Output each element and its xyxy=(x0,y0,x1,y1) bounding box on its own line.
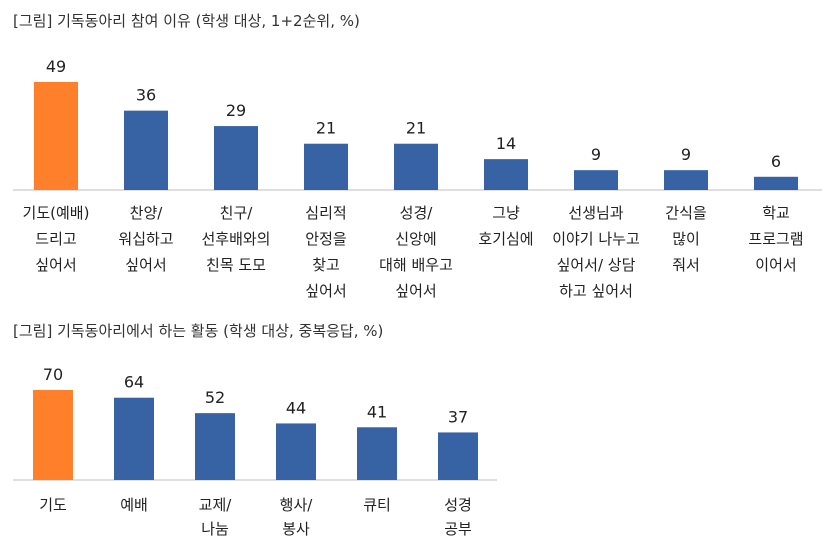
chart-1-bar xyxy=(754,176,798,190)
chart-1-category-label: 학교 프로그램 이어서 xyxy=(748,204,803,274)
chart-2-category-label: 성경 공부 xyxy=(444,496,472,538)
chart-1-bar xyxy=(574,170,618,190)
chart-2-category-label: 행사/봉사 xyxy=(280,496,314,538)
chart-1-value-label: 21 xyxy=(316,119,336,138)
chart-1-value-label: 29 xyxy=(226,101,246,120)
chart-1-category-label: 성경/신앙에 대해 배우고 싶어서 xyxy=(379,204,453,300)
chart-2-category-label: 큐티 xyxy=(363,496,391,514)
chart-2-value-label: 41 xyxy=(367,402,387,421)
chart-2-category-label: 교제/나눔 xyxy=(199,496,233,538)
chart-2-bar xyxy=(114,397,154,480)
chart-2-category-label: 기도 xyxy=(39,496,67,514)
chart-1-bar xyxy=(664,170,708,190)
chart-1-category-label: 선생님과 이야기 나누고 싶어서/ 상담 하고 싶어서 xyxy=(552,204,640,300)
chart-1-value-label: 21 xyxy=(406,119,426,138)
chart-2-bar xyxy=(195,413,235,480)
chart-1-category-label: 간식을 많이 줘서 xyxy=(665,204,706,274)
chart-2-value-label: 64 xyxy=(124,373,144,392)
chart-2-value-label: 52 xyxy=(205,388,225,407)
chart-1-value-label: 49 xyxy=(46,57,66,76)
chart-2-category-label: 예배 xyxy=(120,496,148,514)
chart-1-category-label: 심리적 안정을 찾고 싶어서 xyxy=(305,204,346,300)
chart-2-value-label: 37 xyxy=(448,407,468,426)
chart-2-bar xyxy=(438,432,478,480)
chart-1-value-label: 14 xyxy=(496,134,516,153)
chart-1-value-label: 36 xyxy=(136,86,156,105)
chart-1-bar xyxy=(394,143,438,190)
chart-1-bar xyxy=(304,143,348,190)
chart-1-bar xyxy=(34,82,78,190)
chart-2-bar xyxy=(276,423,316,480)
chart-1-title: [그림] 기독동아리 참여 이유 (학생 대상, 1+2순위, %) xyxy=(13,12,360,30)
chart-1-category-label: 기도(예배) 드리고 싶어서 xyxy=(23,204,90,274)
chart-1-category-label: 찬양/워십하고 싶어서 xyxy=(118,204,173,274)
chart-1-value-label: 9 xyxy=(591,145,601,164)
chart-2-value-label: 44 xyxy=(286,398,306,417)
chart-1-value-label: 6 xyxy=(771,152,781,171)
chart-1-category-label: 친구/선후배와의 친목 도모 xyxy=(201,204,270,274)
chart-1-bar xyxy=(484,159,528,190)
chart-2-bar xyxy=(33,390,73,480)
chart-1-bar xyxy=(214,126,258,190)
chart-1-category-label: 그냥 호기심에 xyxy=(478,204,533,248)
chart-2-title: [그림] 기독동아리에서 하는 활동 (학생 대상, 중복응답, %) xyxy=(13,322,384,340)
chart-2-bar xyxy=(357,427,397,480)
chart-1-value-label: 9 xyxy=(681,145,691,164)
chart-1-bar xyxy=(124,110,168,190)
chart-2-value-label: 70 xyxy=(43,365,63,384)
